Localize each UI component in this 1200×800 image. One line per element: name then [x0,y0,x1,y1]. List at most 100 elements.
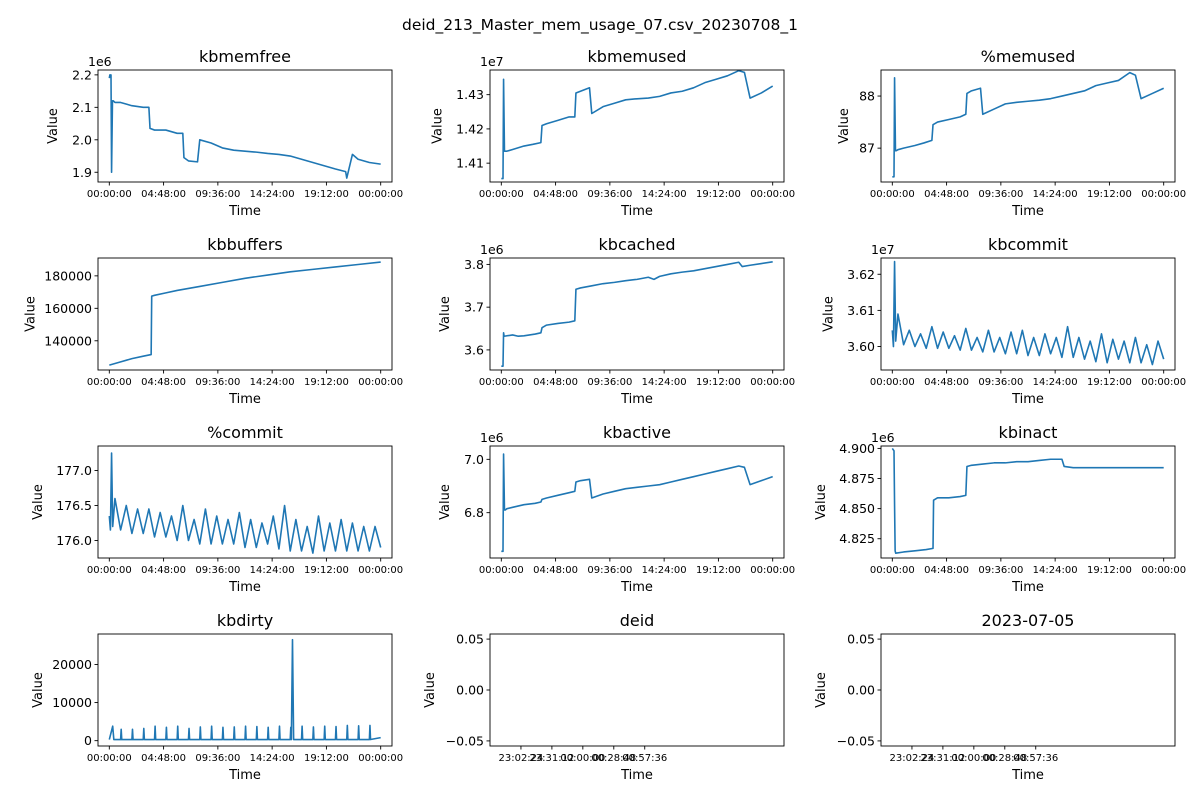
x-tick-label: 14:24:00 [642,189,687,200]
y-tick-label: 10000 [52,695,92,710]
panel-kbmemfree: 1.9 2.0 2.1 2.2 00:00:00 04:48:00 09:36:00 14:2… [46,47,403,219]
x-tick-label: 00:00:00 [1141,189,1186,200]
x-axis-label: Time [620,204,653,219]
y-tick-label: 0.05 [847,632,875,647]
x-tick-label: 04:48:00 [141,377,186,388]
panel-pct-memused: 87 88 00:00:00 04:48:00 09:36:00 14:24:00 19:1… [837,47,1186,219]
series-line-pct-memused [892,71,1165,178]
panel-kbmemused: 1.41 1.42 1.43 00:00:00 04:48:00 09:36:00 14:2… [431,47,796,219]
x-tick-label: 14:24:00 [250,189,295,200]
y-tick-label: 160000 [44,301,92,316]
y-axis-label: Value [423,672,438,708]
panel-kbcached: 3.6 3.7 3.8 00:00:00 04:48:00 09:36:00 14:24:0… [438,235,795,407]
y-axis-label: Value [46,108,61,144]
y-tick-label: −0.05 [837,733,875,748]
x-tick-label: 19:12:00 [304,377,349,388]
offset-text: 1e7 [480,54,504,69]
axes-frame [97,445,393,559]
panel-title: kbdirty [217,611,273,630]
series-line-kbactive [501,453,773,553]
x-tick-label: 09:36:00 [195,753,240,764]
axes-frame [97,257,393,371]
panel-kbinact: 4.825 4.850 4.875 4.900 00:00:00 04:48:00 09:3… [814,423,1186,595]
x-axis-label: Time [620,768,653,783]
x-tick-label: 09:36:00 [978,189,1023,200]
x-tick-label: 14:24:00 [1033,189,1078,200]
panel-title: 2023-07-05 [982,611,1075,630]
y-axis-label: Value [431,108,446,144]
axes-frame [489,257,785,371]
axes-frame [489,445,785,559]
y-tick-label: 0.05 [456,632,484,647]
panel-kbcommit: 3.60 3.61 3.62 00:00:00 04:48:00 09:36:00 14:2… [822,235,1187,407]
y-tick-label: 3.8 [464,257,484,272]
panel-title: %memused [981,47,1076,66]
x-tick-label: 14:24:00 [250,753,295,764]
axes-frame [880,69,1176,183]
x-tick-label: 00:00:00 [358,189,403,200]
panel-kbactive: 6.8 7.0 00:00:00 04:48:00 09:36:00 14:24:00 19… [438,423,795,595]
x-tick-label: 23:31:12 [920,753,965,764]
panel-deid: −0.050.000.0523:02:2423:31:1200:00:0000:… [423,611,785,783]
offset-text: 1e7 [871,242,895,257]
x-tick-label: 00:00:00 [1141,377,1186,388]
x-tick-label: 04:48:00 [533,189,578,200]
x-tick-label: 14:24:00 [642,565,687,576]
x-tick-label: 19:12:00 [696,565,741,576]
offset-text: 1e6 [88,54,112,69]
x-tick-label: 04:48:00 [141,565,186,576]
x-tick-label: 09:36:00 [587,565,632,576]
x-tick-label: 23:31:12 [529,753,574,764]
x-tick-label: 19:12:00 [696,189,741,200]
x-tick-label: 00:00:00 [870,377,915,388]
x-tick-label: 09:36:00 [978,377,1023,388]
panel-title: kbinact [999,423,1058,442]
series-line-pct-commit [108,452,382,554]
y-tick-label: 176.5 [56,498,92,513]
x-tick-label: 00:57:36 [1013,753,1058,764]
x-tick-label: 00:00:00 [750,189,795,200]
y-tick-label: 4.900 [839,441,875,456]
y-tick-label: 20000 [52,657,92,672]
panel-title: deid [620,611,655,630]
axes-frame [97,633,393,747]
y-tick-label: 176.0 [56,533,92,548]
y-axis-label: Value [438,484,453,520]
x-tick-label: 14:24:00 [642,377,687,388]
y-tick-label: 2.1 [72,100,92,115]
y-tick-label: 4.825 [839,531,875,546]
y-tick-label: 177.0 [56,463,92,478]
x-tick-label: 00:00:00 [951,753,996,764]
y-tick-label: 1.41 [456,156,484,171]
panel-2023-07-05: −0.050.000.0523:02:2423:31:1200:00:0000:… [814,611,1176,783]
x-axis-label: Time [620,392,653,407]
axes-frame [880,445,1176,559]
y-tick-label: 4.875 [839,471,875,486]
axes-frame [97,69,393,183]
x-tick-label: 14:24:00 [250,565,295,576]
x-tick-label: 00:00:00 [750,377,795,388]
y-tick-label: 3.60 [847,339,875,354]
x-tick-label: 14:24:00 [1033,565,1078,576]
y-tick-label: 88 [859,89,875,104]
panel-title: %commit [207,423,283,442]
panel-title: kbcommit [988,235,1068,254]
x-tick-label: 04:48:00 [141,189,186,200]
offset-text: 1e6 [871,430,895,445]
y-tick-label: 3.7 [464,300,484,315]
x-tick-label: 00:00:00 [358,753,403,764]
x-tick-label: 23:02:24 [889,753,934,764]
y-tick-label: 4.850 [839,501,875,516]
x-tick-label: 04:48:00 [924,565,969,576]
y-axis-label: Value [31,484,46,520]
panel-title: kbmemfree [199,47,291,66]
y-tick-label: 0 [84,733,92,748]
axes-frame [489,69,785,183]
x-tick-label: 19:12:00 [304,753,349,764]
x-tick-label: 00:00:00 [870,565,915,576]
x-axis-label: Time [1011,580,1044,595]
x-tick-label: 00:00:00 [870,189,915,200]
axes-frame [880,257,1176,371]
y-tick-label: 180000 [44,268,92,283]
y-tick-label: 2.2 [72,67,92,82]
